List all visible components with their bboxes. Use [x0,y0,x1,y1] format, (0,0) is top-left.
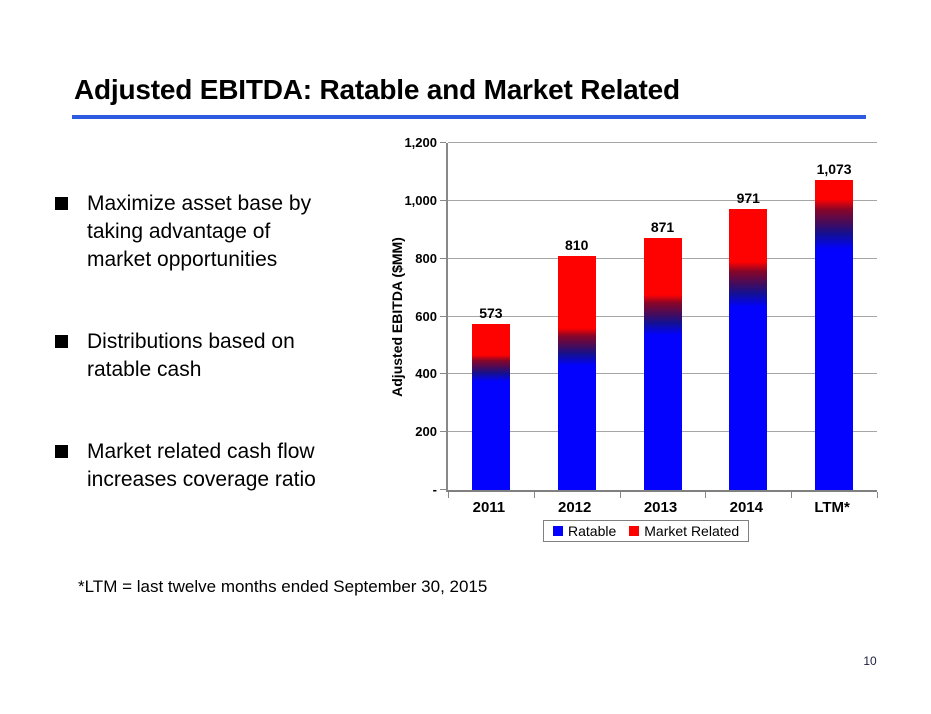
bar-2014 [729,209,768,490]
x-axis-category-label: 2011 [472,499,506,516]
bar-total-label: 810 [565,236,589,253]
x-axis-category-labels: 2011 2012 2013 2014 LTM* [446,499,875,517]
bar-total-label: 871 [650,219,675,236]
x-axis-category-label: LTM* [814,499,850,516]
bullet-square-icon [55,197,68,210]
title-underline [72,115,866,119]
y-axis-tick-label: 400 [415,366,437,382]
x-axis-tick [791,492,793,498]
legend-swatch-ratable [553,526,563,536]
bullet-item-2: Distributions based on ratable cash [55,328,385,384]
plot-area: 573 810 871 971 1,073 [440,142,878,498]
y-axis-tick-label: 200 [415,424,437,440]
x-axis-tick [619,492,621,498]
bar-total-label: 1,073 [816,160,852,177]
bar-total-label: 573 [479,305,503,322]
bullet-text-1: Maximize asset base by taking advantage … [87,192,312,271]
gridline-1000 [448,199,877,201]
bullet-item-1: Maximize asset base by taking advantage … [55,190,385,274]
y-axis-tick [440,373,446,375]
y-axis-tick [440,142,446,143]
y-axis-tick [440,431,446,433]
bar-total-label: 971 [736,190,760,207]
y-axis-tick-label: - [432,482,437,497]
y-axis-tick-label: 1,000 [404,192,437,208]
legend-swatch-market-related [629,526,640,536]
y-axis-tick-label: 600 [415,308,437,324]
x-axis-tick [533,492,535,498]
bullet-item-3: Market related cash flow increases cover… [55,438,385,494]
bullet-square-icon [55,445,68,458]
legend-item-market-related: Market Related [629,523,739,539]
legend-label-ratable: Ratable [568,523,617,539]
y-axis-tick-label: 1,200 [404,135,437,150]
y-axis-tick [440,489,446,490]
legend-label-market-related: Market Related [644,523,740,539]
chart-legend: Ratable Market Related [543,520,750,542]
x-axis-tick [448,492,449,498]
footnote: *LTM = last twelve months ended Septembe… [78,577,488,596]
x-axis-category-label: 2012 [558,499,592,516]
y-axis-tick [440,257,446,259]
bullet-square-icon [55,335,68,348]
x-axis-tick [877,492,878,498]
x-axis-category-label: 2014 [729,499,763,516]
legend-item-ratable: Ratable [553,523,616,539]
x-axis-tick [705,492,707,498]
page-title: Adjusted EBITDA: Ratable and Market Rela… [74,74,680,105]
y-axis-tick [440,315,446,317]
page-number: 10 [863,654,877,668]
y-axis-tick [440,199,446,201]
x-axis-category-label: 2013 [643,499,678,516]
bullet-text-3: Market related cash flow increases cover… [87,440,316,491]
bar-2013 [643,238,682,490]
y-axis-tick-labels: - 200 400 600 800 1,000 1,200 [390,135,437,497]
bar-2012 [557,255,596,490]
bar-2011 [471,324,510,490]
bullet-text-2: Distributions based on ratable cash [87,330,295,381]
bar-LTM* [815,179,854,490]
gridline-1200 [448,142,877,143]
y-axis-tick-label: 800 [415,250,437,266]
